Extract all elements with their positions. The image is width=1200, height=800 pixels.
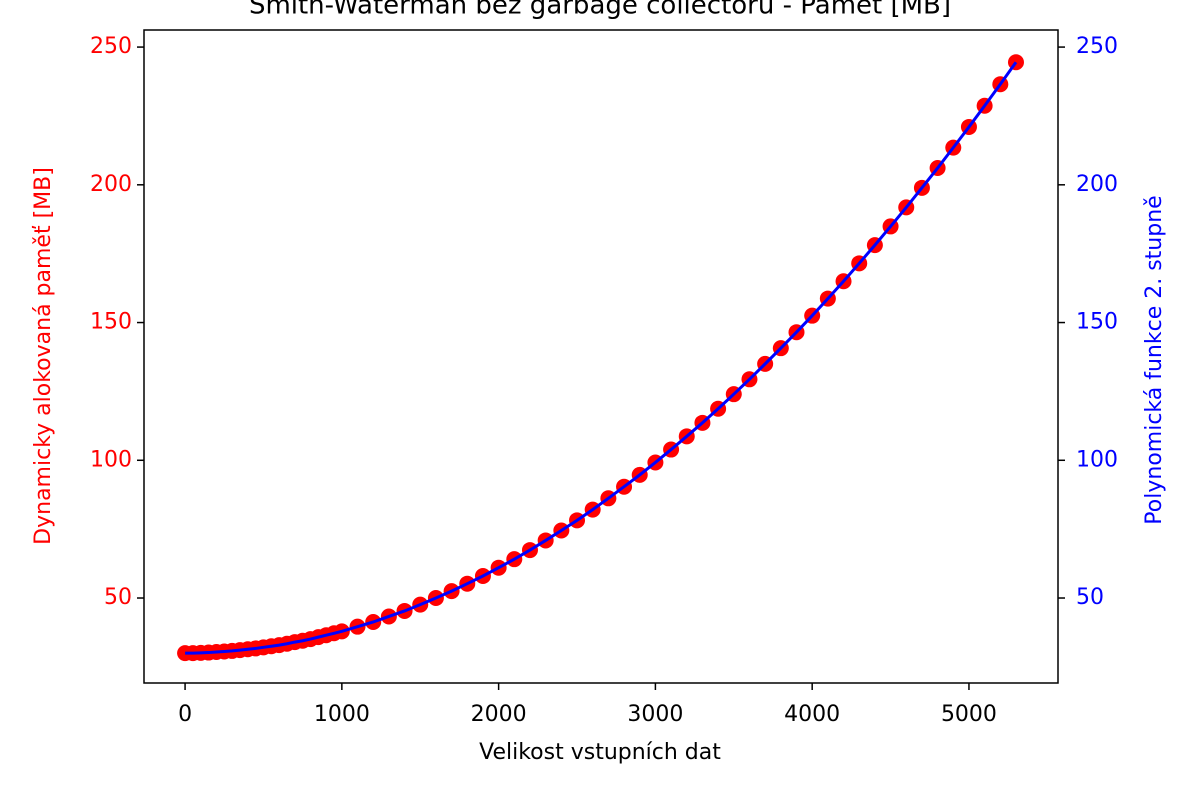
x-tick-label: 5000 <box>941 702 997 727</box>
x-tick-label: 4000 <box>784 702 840 727</box>
x-tick-label: 3000 <box>627 702 683 727</box>
y2-tick-label: 100 <box>1076 447 1118 472</box>
plot-frame <box>143 29 1059 684</box>
y2-tick-label: 200 <box>1076 172 1118 197</box>
y-tick-label: 150 <box>90 310 132 335</box>
x-tick-label: 2000 <box>471 702 527 727</box>
x-tick-label: 1000 <box>314 702 370 727</box>
y2-tick-label: 50 <box>1076 585 1104 610</box>
chart-title: Smith-Waterman bez garbage collectoru - … <box>249 0 951 21</box>
y2-tick-label: 150 <box>1076 310 1118 335</box>
y-axis-label: Dynamicky alokovaná paměť [MB] <box>31 167 56 545</box>
y-tick-label: 200 <box>90 172 132 197</box>
y-tick-label: 250 <box>90 34 132 59</box>
y2-tick-label: 250 <box>1076 34 1118 59</box>
y-tick-label: 100 <box>90 447 132 472</box>
y-tick-label: 50 <box>104 585 132 610</box>
x-tick-label: 0 <box>178 702 192 727</box>
y2-axis-label: Polynomická funkce 2. stupně <box>1142 195 1167 524</box>
x-axis-label: Velikost vstupních dat <box>479 740 721 765</box>
fit-line <box>185 61 1018 655</box>
